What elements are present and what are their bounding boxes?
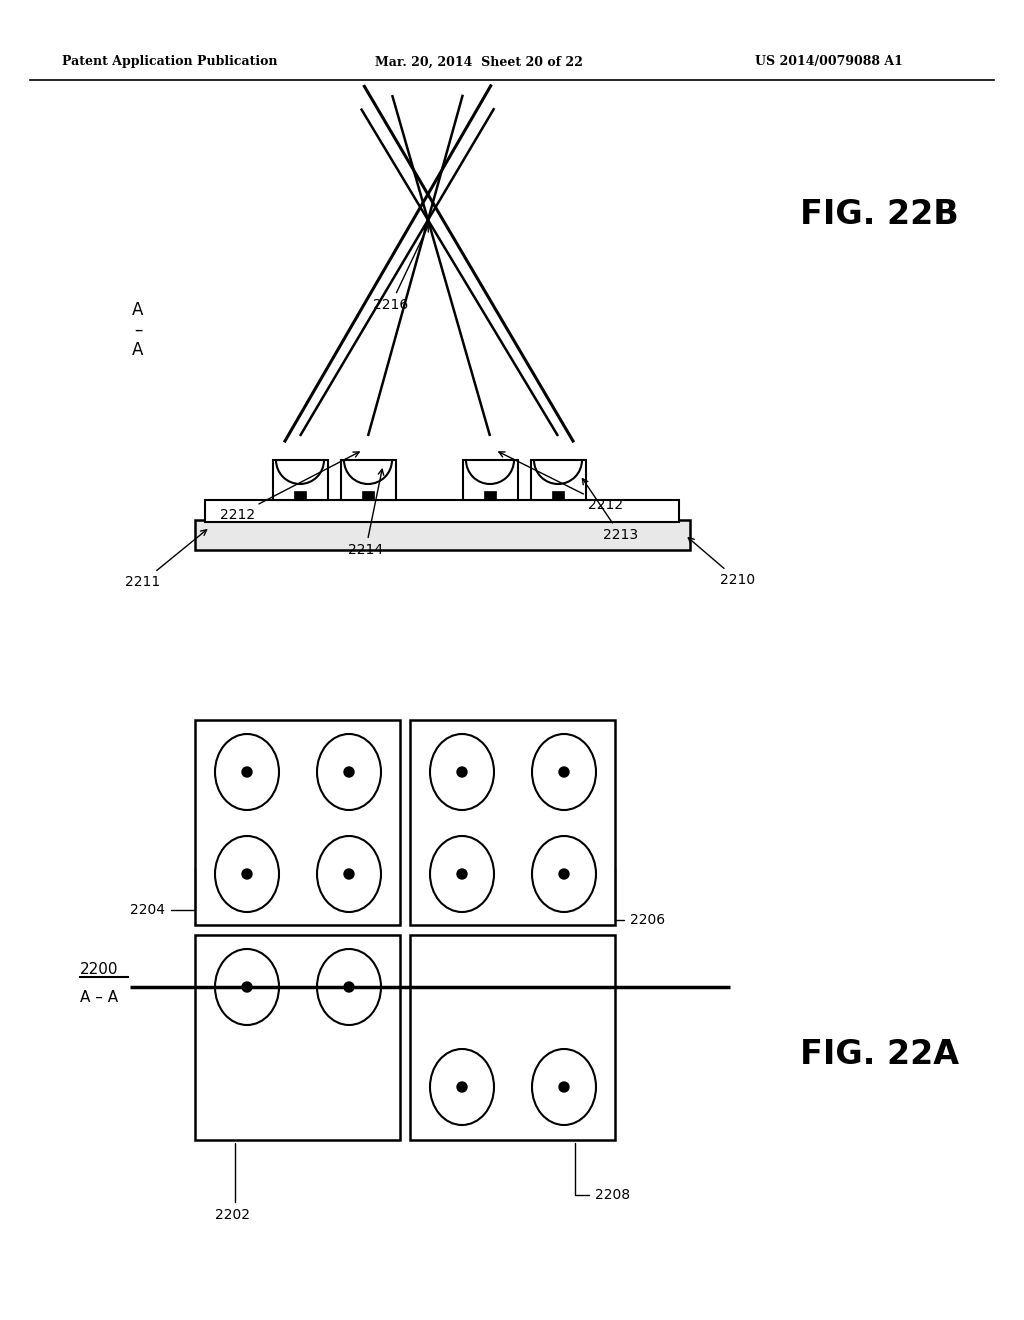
Text: 2206: 2206: [615, 867, 666, 927]
Ellipse shape: [532, 836, 596, 912]
Bar: [410, 719, 615, 925]
Ellipse shape: [317, 734, 381, 810]
Circle shape: [457, 1082, 467, 1092]
Circle shape: [344, 869, 354, 879]
Text: 2211: 2211: [125, 529, 207, 589]
Text: 2202: 2202: [215, 1143, 250, 1222]
Circle shape: [457, 767, 467, 777]
Text: US 2014/0079088 A1: US 2014/0079088 A1: [755, 55, 903, 69]
Ellipse shape: [215, 949, 279, 1026]
Circle shape: [242, 982, 252, 993]
Text: 2212: 2212: [220, 451, 359, 521]
Bar: [195, 719, 400, 925]
Text: 2212: 2212: [499, 451, 624, 512]
Ellipse shape: [317, 836, 381, 912]
Bar: [195, 520, 690, 550]
Bar: [195, 935, 400, 1140]
Text: FIG. 22A: FIG. 22A: [800, 1039, 959, 1072]
Circle shape: [344, 767, 354, 777]
Circle shape: [457, 869, 467, 879]
Text: Mar. 20, 2014  Sheet 20 of 22: Mar. 20, 2014 Sheet 20 of 22: [375, 55, 583, 69]
Text: 2204: 2204: [130, 867, 195, 917]
Ellipse shape: [430, 836, 494, 912]
Ellipse shape: [317, 949, 381, 1026]
Circle shape: [559, 1082, 569, 1092]
Circle shape: [559, 869, 569, 879]
Bar: [463, 459, 517, 500]
Text: 2200: 2200: [80, 961, 119, 977]
Ellipse shape: [215, 836, 279, 912]
Ellipse shape: [430, 734, 494, 810]
Bar: [294, 491, 306, 500]
Text: 2216: 2216: [373, 226, 428, 312]
Bar: [205, 500, 679, 521]
Bar: [530, 459, 586, 500]
Bar: [272, 459, 328, 500]
Text: –: –: [134, 321, 142, 339]
Ellipse shape: [532, 1049, 596, 1125]
Text: A: A: [132, 341, 143, 359]
Circle shape: [559, 767, 569, 777]
Bar: [552, 491, 564, 500]
Text: FIG. 22B: FIG. 22B: [800, 198, 958, 231]
Bar: [484, 491, 496, 500]
Text: 2208: 2208: [575, 1143, 630, 1203]
Bar: [410, 935, 615, 1140]
Text: A – A: A – A: [80, 990, 118, 1005]
Circle shape: [242, 869, 252, 879]
Bar: [341, 459, 395, 500]
Text: 2210: 2210: [688, 537, 755, 587]
Text: Patent Application Publication: Patent Application Publication: [62, 55, 278, 69]
Circle shape: [242, 767, 252, 777]
Text: 2213: 2213: [583, 479, 638, 543]
Text: 2214: 2214: [348, 469, 384, 557]
Text: A: A: [132, 301, 143, 319]
Ellipse shape: [430, 1049, 494, 1125]
Ellipse shape: [215, 734, 279, 810]
Circle shape: [344, 982, 354, 993]
Ellipse shape: [532, 734, 596, 810]
Bar: [362, 491, 374, 500]
